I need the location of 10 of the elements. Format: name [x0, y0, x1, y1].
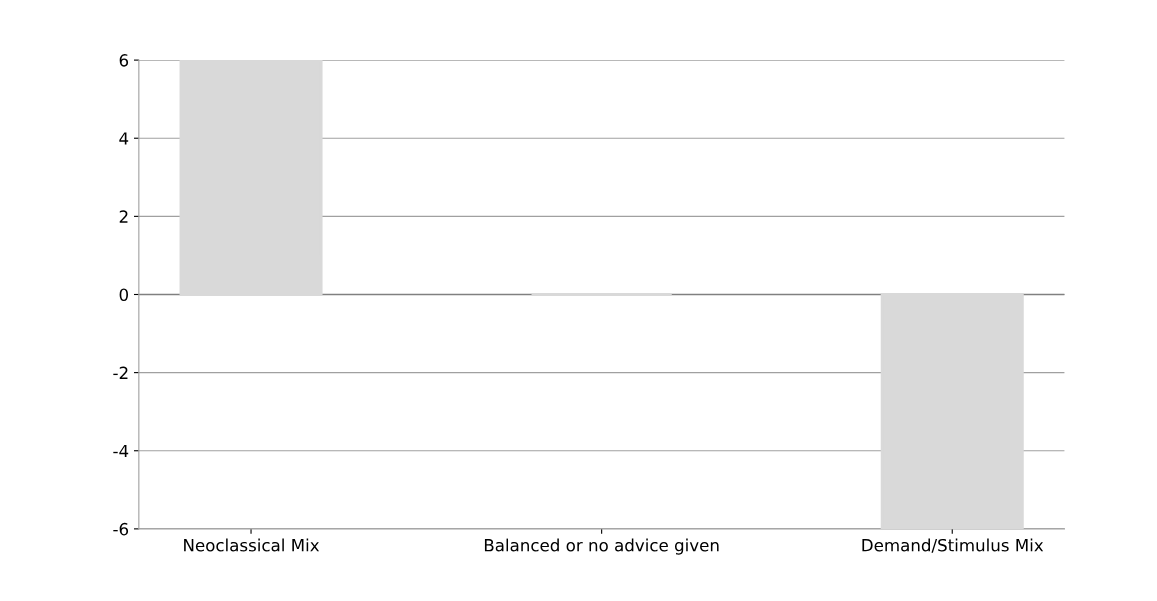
y-tick-label: 0	[119, 288, 129, 302]
y-tick-label: -4	[113, 444, 129, 458]
y-tick-label: -6	[113, 522, 129, 536]
x-tick-label: Demand/Stimulus Mix	[862, 538, 1044, 553]
y-tick-label: 6	[119, 54, 129, 67]
x-tick-label: Balanced or no advice given	[484, 538, 719, 555]
y-tick-label: 2	[119, 210, 128, 223]
y-tick-label: -2	[113, 366, 128, 379]
y-tick-label: 4	[119, 132, 129, 145]
x-tick-label: Neoclassical Mix	[184, 538, 320, 552]
